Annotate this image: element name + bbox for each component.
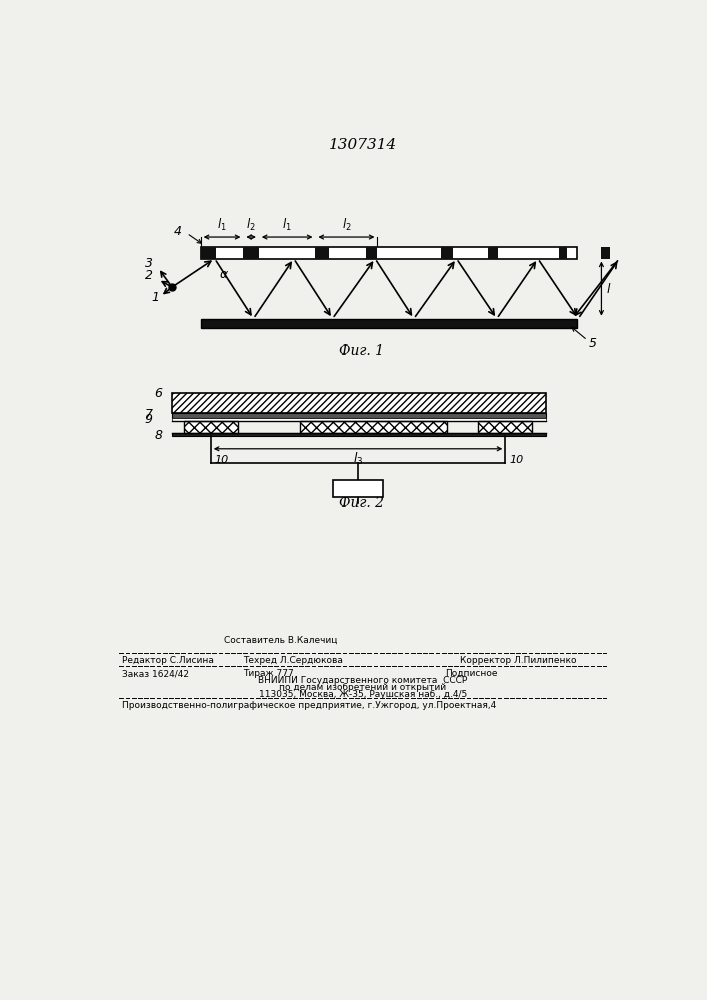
Text: 8: 8 xyxy=(154,429,162,442)
Bar xyxy=(172,418,546,421)
Bar xyxy=(172,393,546,413)
Text: 3: 3 xyxy=(501,420,509,433)
Bar xyxy=(559,247,567,259)
Bar xyxy=(602,247,610,259)
Text: 10: 10 xyxy=(215,455,229,465)
Text: 10: 10 xyxy=(509,455,523,465)
Bar xyxy=(300,421,448,433)
Bar xyxy=(366,247,378,259)
Text: 11: 11 xyxy=(350,482,366,495)
Bar xyxy=(478,421,532,433)
Bar xyxy=(201,247,577,259)
Bar xyxy=(488,247,498,259)
Text: Производственно-полиграфическое предприятие, г.Ужгород, ул.Проектная,4: Производственно-полиграфическое предприя… xyxy=(122,701,497,710)
Text: $l_2$: $l_2$ xyxy=(341,217,351,233)
Bar xyxy=(201,247,216,259)
Text: Техред Л.Сердюкова: Техред Л.Сердюкова xyxy=(243,656,344,665)
Bar xyxy=(333,480,383,497)
Text: по делам изобретений и открытий: по делам изобретений и открытий xyxy=(279,683,446,692)
Bar xyxy=(172,413,546,418)
Text: $l_3$: $l_3$ xyxy=(353,451,363,467)
Text: 1: 1 xyxy=(151,291,159,304)
Bar xyxy=(441,247,452,259)
Text: Корректор Л.Пилипенко: Корректор Л.Пилипенко xyxy=(460,656,577,665)
Text: 1307314: 1307314 xyxy=(329,138,397,152)
Bar xyxy=(201,319,577,328)
Text: Составитель В.Калечиц: Составитель В.Калечиц xyxy=(224,636,337,645)
Text: $l_1$: $l_1$ xyxy=(217,217,227,233)
Text: Подписное: Подписное xyxy=(445,669,498,678)
Text: 7: 7 xyxy=(145,408,153,421)
Bar xyxy=(172,393,546,413)
Text: Заказ 1624/42: Заказ 1624/42 xyxy=(122,669,189,678)
Text: 2: 2 xyxy=(145,269,153,282)
Text: 6: 6 xyxy=(154,387,162,400)
Text: 113035, Москва, Ж-35, Раушская наб., д.4/5: 113035, Москва, Ж-35, Раушская наб., д.4… xyxy=(259,690,467,699)
Text: Фиг. 2: Фиг. 2 xyxy=(339,496,385,510)
Text: 9: 9 xyxy=(145,413,153,426)
Text: $l_1$: $l_1$ xyxy=(282,217,292,233)
Text: $l_2$: $l_2$ xyxy=(246,217,256,233)
Bar xyxy=(315,247,329,259)
Bar xyxy=(184,421,238,433)
Bar xyxy=(172,433,546,436)
Text: 3: 3 xyxy=(145,257,153,270)
Text: 1: 1 xyxy=(207,420,215,433)
Text: Редактор С.Лисина: Редактор С.Лисина xyxy=(122,656,214,665)
Bar xyxy=(243,247,259,259)
Text: $\alpha$: $\alpha$ xyxy=(219,267,229,280)
Text: 5: 5 xyxy=(588,337,596,350)
Text: Фиг. 1: Фиг. 1 xyxy=(339,344,385,358)
Text: Тираж 777: Тираж 777 xyxy=(243,669,294,678)
Text: ВНИИПИ Государственного комитета  СССР: ВНИИПИ Государственного комитета СССР xyxy=(258,676,467,685)
Text: $l$: $l$ xyxy=(606,282,612,296)
Text: 4: 4 xyxy=(173,225,182,238)
Text: 2: 2 xyxy=(370,420,378,433)
